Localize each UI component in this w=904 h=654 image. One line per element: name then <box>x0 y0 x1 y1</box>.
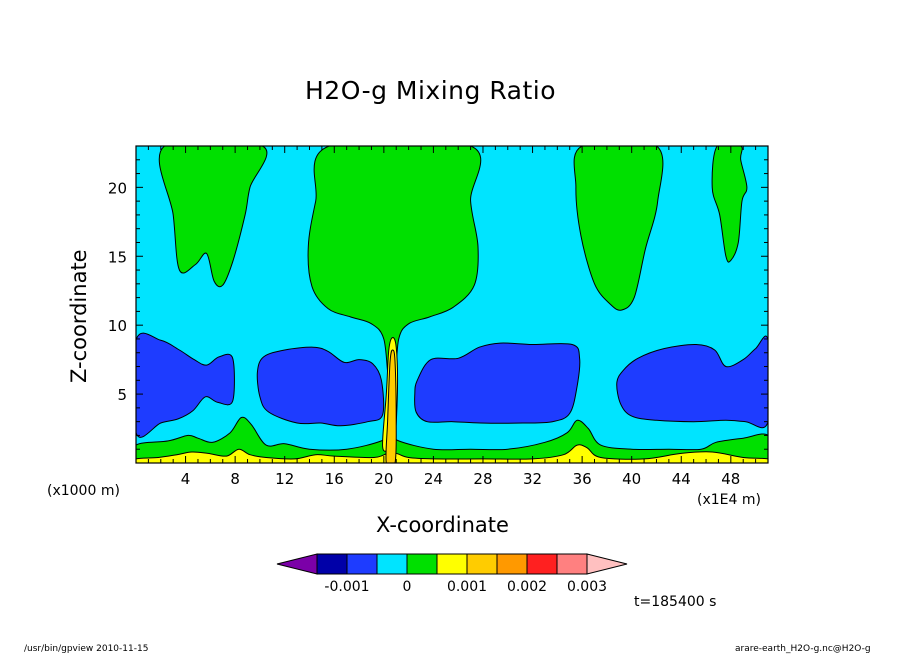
colorbar-box <box>376 553 408 575</box>
chart-title: H2O-g Mixing Ratio <box>305 76 557 105</box>
contour-region-6 <box>256 346 385 427</box>
colorbar-box <box>466 553 498 575</box>
plot-frame <box>135 145 769 464</box>
contour-region-9 <box>136 416 768 463</box>
plot-area <box>136 146 768 463</box>
y-tick-label: 10 <box>108 317 127 335</box>
y-tick-label: 15 <box>108 248 127 266</box>
colorbar-tick-label: -0.001 <box>324 579 369 595</box>
colorbar-box <box>316 553 348 575</box>
contour-region-3 <box>573 146 664 311</box>
contour-region-1 <box>158 146 268 288</box>
y-tick-label: 20 <box>108 179 127 197</box>
x-axis-label: X-coordinate <box>376 513 509 537</box>
colorbar-tick-label: 0.001 <box>447 579 487 595</box>
x-tick-label: 16 <box>325 470 344 488</box>
colorbar-box <box>406 553 438 575</box>
contour-region-10 <box>136 444 768 463</box>
x-tick-label: 20 <box>374 470 393 488</box>
colorbar-box <box>346 553 378 575</box>
x-tick-label: 28 <box>473 470 492 488</box>
colorbar-box <box>496 553 528 575</box>
x-tick-label: 40 <box>622 470 641 488</box>
x-tick-label: 12 <box>275 470 294 488</box>
time-label: t=185400 s <box>634 594 717 610</box>
y-tick-label: 5 <box>117 386 127 404</box>
footer-source: arare-earth_H2O-g.nc@H2O-g <box>735 644 871 654</box>
colorbar-arrow-high <box>586 553 628 575</box>
colorbar-box <box>526 553 558 575</box>
x-tick-label: 24 <box>424 470 443 488</box>
x-unit-note: (x1000 m) <box>47 483 120 499</box>
colorbar-box <box>436 553 468 575</box>
colorbar-tick-label: 0.002 <box>507 579 547 595</box>
x-tick-label: 48 <box>721 470 740 488</box>
y-axis-label: Z-coordinate <box>67 249 91 383</box>
footer-program: /usr/bin/gpview 2010-11-15 <box>24 644 149 654</box>
contour-regions <box>136 146 768 463</box>
contour-region-4 <box>711 146 748 263</box>
colorbar: -0.001 0 0.001 0.002 0.003 <box>276 553 628 595</box>
x-tick-label: 32 <box>523 470 542 488</box>
colorbar-tick-label: 0.003 <box>567 579 607 595</box>
x-tick-label: 8 <box>230 470 240 488</box>
contour-region-12 <box>385 349 397 463</box>
colorbar-tick-label: 0 <box>403 579 412 595</box>
x-tick-label: 44 <box>672 470 691 488</box>
x-scale-note: (x1E4 m) <box>697 492 761 508</box>
contour-region-8 <box>616 335 768 429</box>
colorbar-box <box>556 553 588 575</box>
x-tick-label: 4 <box>181 470 191 488</box>
colorbar-arrow-low <box>276 553 318 575</box>
contour-region-5 <box>136 332 235 438</box>
contour-region-7 <box>414 342 581 424</box>
x-tick-label: 36 <box>573 470 592 488</box>
